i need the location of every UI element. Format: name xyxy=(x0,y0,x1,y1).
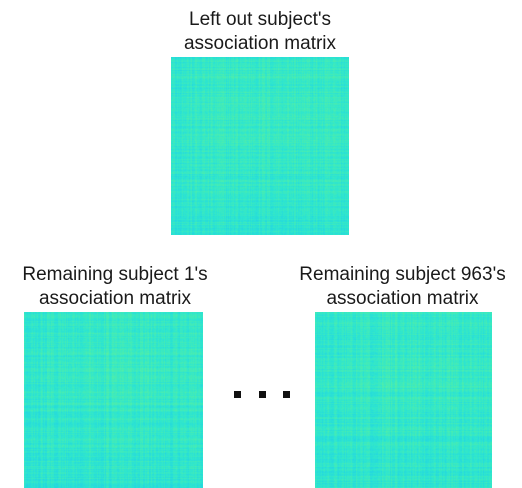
caption-line-2: association matrix xyxy=(38,288,192,309)
caption-line-1: Remaining subject 963's xyxy=(299,264,506,285)
caption-line-1: Remaining subject 1's xyxy=(22,264,208,285)
caption-line-1: Left out subject's xyxy=(189,9,331,30)
caption-line-2: association matrix xyxy=(326,288,479,309)
ellipsis-dot xyxy=(234,390,241,398)
remaining-subject-1-matrix xyxy=(24,312,203,488)
ellipsis xyxy=(234,386,290,402)
remaining-subject-963-matrix xyxy=(315,312,492,488)
remaining-subject-963-caption: Remaining subject 963's association matr… xyxy=(283,263,522,311)
left-out-subject-matrix xyxy=(171,57,349,235)
remaining-subject-1-caption: Remaining subject 1's association matrix xyxy=(0,263,230,311)
caption-line-2: association matrix xyxy=(183,33,337,54)
left-out-subject-caption: Left out subject's association matrix xyxy=(140,8,380,56)
ellipsis-dot xyxy=(283,390,290,398)
ellipsis-dot xyxy=(258,390,266,398)
